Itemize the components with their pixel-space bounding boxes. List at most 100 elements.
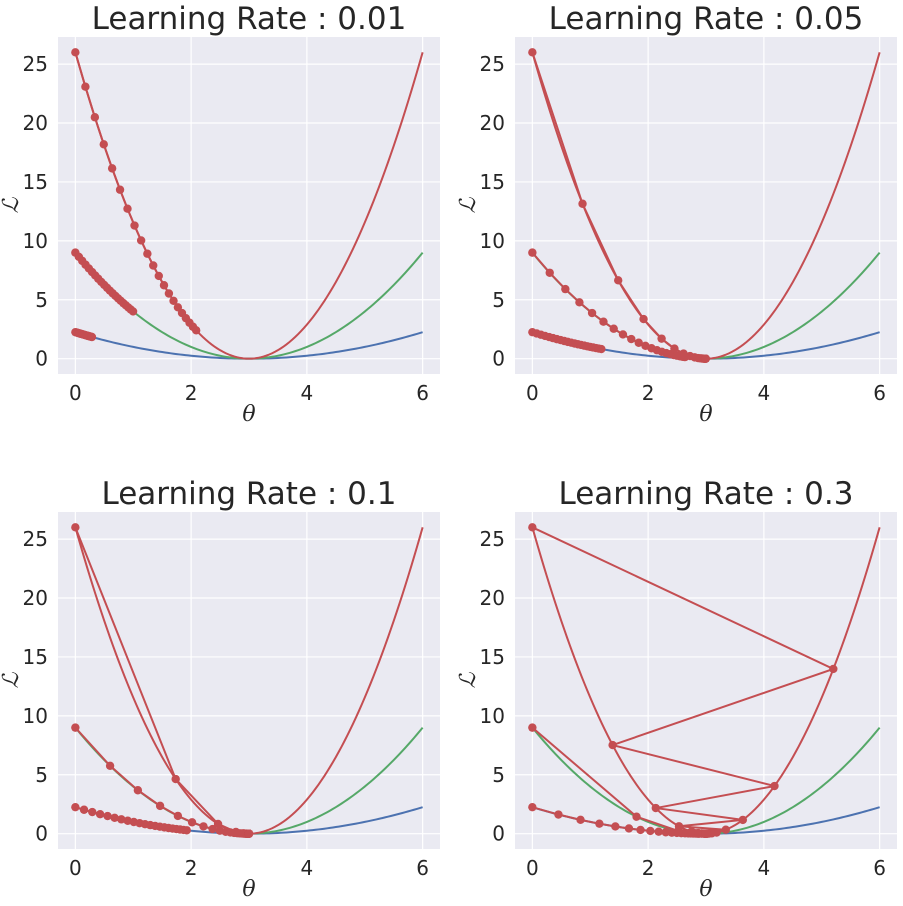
gd-step-point	[149, 261, 158, 270]
gd-step-point	[130, 221, 139, 230]
gd-step-point	[136, 236, 146, 245]
gd-step-point	[738, 815, 748, 825]
x-tick-label: 4	[301, 856, 314, 880]
gd-step-point	[561, 284, 570, 294]
gd-step-point	[187, 818, 197, 827]
gd-step-point	[155, 801, 165, 811]
gd-step-point	[618, 330, 628, 339]
gd-step-point	[627, 334, 636, 344]
gd-step-point	[71, 523, 80, 532]
gd-step-point	[528, 48, 537, 57]
gd-step-point	[164, 289, 174, 298]
gd-step-point	[611, 822, 620, 831]
gd-step-point	[614, 276, 623, 285]
gd-step-point	[670, 344, 679, 353]
y-tick-label: 5	[492, 288, 505, 312]
y-tick-label: 15	[23, 645, 48, 669]
gd-step-point	[554, 810, 563, 819]
y-tick-label: 20	[23, 111, 48, 135]
x-tick-label: 0	[526, 381, 539, 405]
gd-step-point	[657, 334, 666, 343]
plot-area	[71, 48, 424, 360]
gd-step-point	[244, 829, 254, 838]
gd-step-point	[99, 140, 108, 149]
y-axis-label: ℒ	[456, 671, 481, 688]
gd-step-point	[624, 824, 634, 833]
y-tick-label: 5	[35, 288, 48, 312]
gd-step-point	[208, 824, 217, 834]
y-axis-label: ℒ	[0, 196, 24, 213]
x-tick-label: 0	[526, 856, 539, 880]
axes-background	[58, 37, 440, 374]
gd-step-point	[213, 819, 223, 829]
gd-step-point	[87, 332, 97, 342]
y-axis-label: ℒ	[456, 196, 481, 213]
axes-background	[515, 512, 897, 849]
gd-step-point	[128, 307, 138, 316]
x-tick-label: 4	[758, 856, 771, 880]
chart-panel-3: 0 2 4 6 0 5 10 15 20 25 Learning Rate : 0.1 θ ℒ	[0, 476, 440, 902]
y-tick-label: 25	[480, 52, 505, 76]
gd-step-point	[646, 826, 655, 836]
gd-step-point	[154, 271, 163, 281]
gd-step-point	[115, 185, 125, 194]
gd-step-point	[173, 811, 183, 821]
x-tick-label: 4	[301, 381, 314, 405]
gd-step-point	[654, 827, 663, 836]
y-tick-label: 20	[480, 111, 505, 135]
gd-step-point	[701, 354, 711, 363]
x-axis-label: θ	[242, 877, 255, 902]
gd-step-point	[674, 822, 684, 831]
gd-step-point	[107, 164, 117, 173]
y-tick-label: 10	[23, 704, 48, 728]
gd-step-point	[71, 802, 80, 812]
gd-step-point	[123, 204, 132, 213]
gd-step-point	[609, 324, 618, 333]
gd-step-point	[661, 828, 670, 837]
x-tick-label: 6	[873, 381, 886, 405]
gd-step-point	[79, 805, 89, 814]
y-tick-label: 10	[480, 704, 505, 728]
y-tick-label: 15	[480, 645, 505, 669]
y-tick-label: 10	[480, 229, 505, 253]
gd-step-point	[721, 825, 731, 834]
y-tick-label: 0	[35, 347, 48, 371]
x-tick-label: 4	[758, 381, 771, 405]
y-tick-label: 15	[23, 170, 48, 194]
gd-step-point	[575, 298, 584, 307]
gd-step-point	[545, 268, 554, 277]
gd-step-point	[608, 740, 617, 750]
gd-step-point	[634, 338, 643, 347]
gd-step-point	[679, 349, 688, 358]
x-tick-label: 0	[69, 381, 82, 405]
gd-step-point	[199, 822, 208, 831]
gd-step-point	[71, 48, 80, 57]
gd-step-point	[231, 827, 241, 837]
gd-step-point	[103, 811, 112, 821]
gd-step-point	[595, 819, 604, 828]
y-tick-label: 15	[480, 170, 505, 194]
gd-step-point	[770, 781, 779, 791]
chart-title: Learning Rate : 0.01	[92, 1, 407, 37]
y-tick-label: 0	[492, 347, 505, 371]
y-tick-label: 0	[35, 822, 48, 846]
gd-step-point	[597, 344, 606, 354]
x-tick-label: 2	[642, 856, 655, 880]
plot-area	[71, 523, 424, 838]
gd-step-point	[171, 774, 180, 784]
gd-step-point	[599, 317, 608, 326]
y-tick-label: 0	[492, 822, 505, 846]
y-tick-label: 10	[23, 229, 48, 253]
plot-area	[528, 523, 881, 838]
gd-step-point	[651, 803, 660, 813]
chart-panel-2: 0 2 4 6 0 5 10 15 20 25 Learning Rate : 0.05 θ ℒ	[456, 1, 897, 427]
gd-step-point	[578, 199, 587, 208]
y-tick-label: 5	[35, 763, 48, 787]
gd-step-point	[528, 248, 537, 257]
x-tick-label: 0	[69, 856, 82, 880]
x-axis-label: θ	[699, 877, 712, 902]
x-tick-label: 6	[416, 381, 429, 405]
gd-step-point	[169, 296, 178, 305]
x-axis-label: θ	[699, 402, 712, 427]
